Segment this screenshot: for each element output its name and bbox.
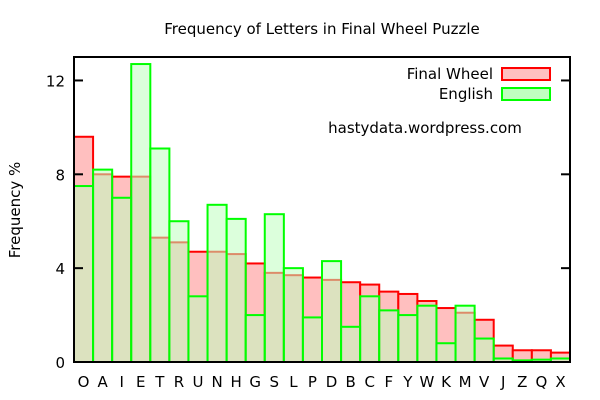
x-tick-label: D [326,373,338,391]
bar-U [187,295,209,363]
bar-T [149,147,171,363]
x-tick-label: S [270,373,280,391]
x-tick-label: Q [535,373,547,391]
x-tick-label: V [479,373,490,391]
legend: Final Wheel English [407,65,551,103]
bar-V [473,337,495,364]
bar-M [454,304,476,364]
bar-K [435,342,457,364]
bar-C [359,295,381,363]
bar-G [244,314,266,363]
bar-N [206,203,228,363]
bar-I [111,196,133,363]
x-tick-label: L [289,373,298,391]
bar-B [340,325,362,363]
legend-swatch [501,87,551,101]
x-tick-label: A [97,373,108,391]
y-tick-label: 8 [55,166,65,184]
bar-R [168,220,190,363]
x-tick-label: I [119,373,123,391]
bar-H [225,217,247,363]
x-tick-label: X [555,373,565,391]
legend-label: English [439,85,493,103]
bar-A [92,168,114,363]
bar-L [282,267,304,363]
annotation-text: hastydata.wordpress.com [328,119,522,137]
x-tick-label: C [364,373,374,391]
x-tick-label: R [174,373,184,391]
y-tick-label: 4 [55,260,65,278]
bar-F [378,309,400,364]
chart-title: Frequency of Letters in Final Wheel Puzz… [164,20,480,38]
x-tick-label: B [345,373,355,391]
bar-E [130,63,152,363]
x-tick-label: M [459,373,472,391]
x-tick-label: N [211,373,222,391]
x-tick-label: E [136,373,145,391]
bar-W [416,304,438,364]
legend-label: Final Wheel [407,65,493,83]
x-tick-label: T [154,373,165,391]
bar-D [321,260,343,363]
x-tick-label: P [308,373,317,391]
bar-O [73,185,95,363]
bar-S [263,213,285,363]
x-tick-label: H [231,373,242,391]
x-tick-label: U [193,373,204,391]
bar-P [301,316,324,364]
bars-layer [73,63,571,364]
x-tick-label: K [441,373,452,391]
x-tick-label: G [249,373,261,391]
y-axis-label: Frequency % [6,162,24,259]
x-tick-label: W [419,373,434,391]
axis-layer: 0 4 8 12 O A I E T R U N H G S L P D B C F Y W K M V J Z Q X [46,72,570,391]
x-tick-label: Y [402,373,413,391]
x-tick-label: Z [517,373,527,391]
bar-Y [397,314,419,363]
x-tick-label: J [500,373,505,391]
legend-swatch [501,67,551,81]
plot-frame [73,56,571,363]
x-tick-label: O [78,373,90,391]
y-tick-label: 0 [55,354,65,372]
x-tick-label: F [384,373,393,391]
y-tick-label: 12 [46,72,65,90]
series-1 [73,63,571,364]
